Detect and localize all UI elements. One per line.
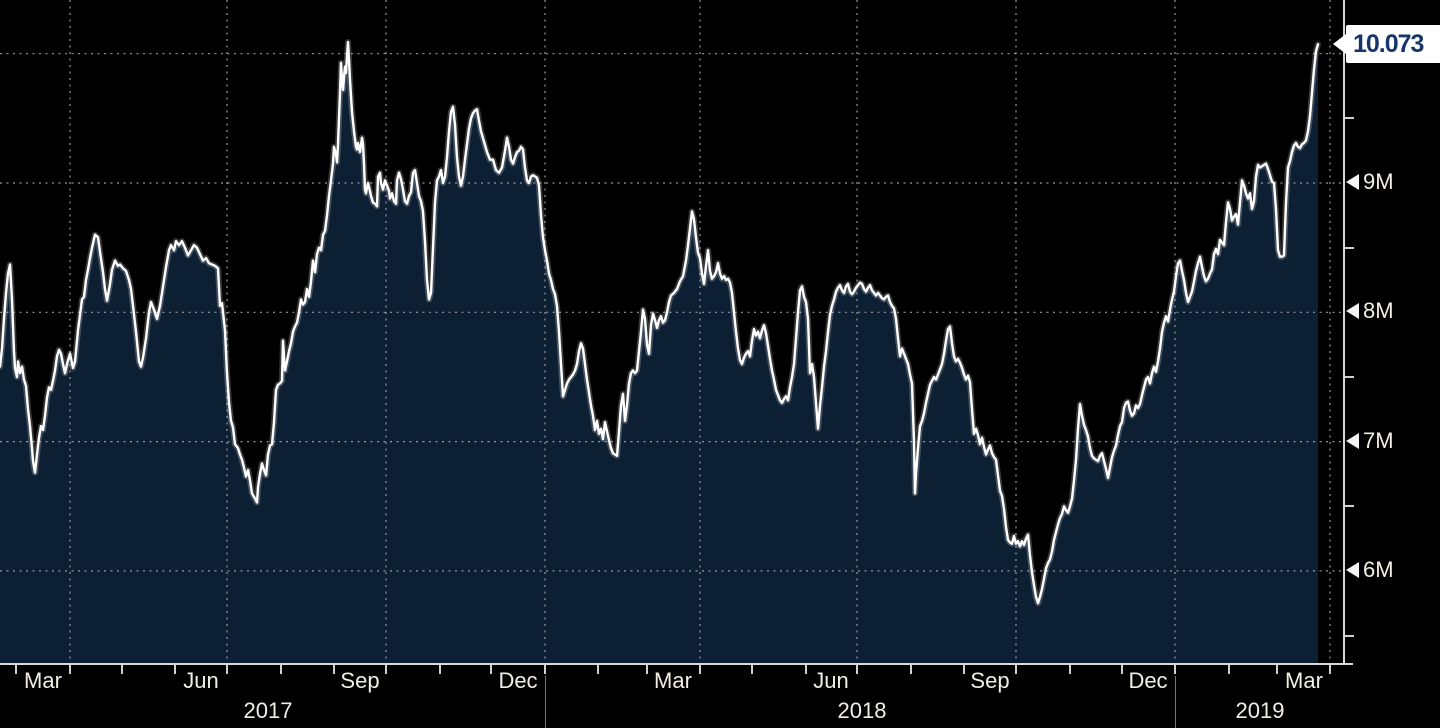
callout-arrow-icon <box>1333 34 1346 55</box>
x-axis-tick <box>1121 665 1123 674</box>
x-axis-tick <box>597 665 599 674</box>
y-axis-line <box>1343 0 1345 665</box>
area-fill <box>0 42 1318 663</box>
x-axis-tick <box>490 665 492 674</box>
x-axis-month-label: Mar <box>654 668 692 693</box>
y-axis-label-text: 8M <box>1363 298 1394 324</box>
y-axis-minor-tick <box>1345 117 1354 120</box>
price-line <box>0 40 1320 605</box>
x-axis-tick <box>1228 665 1230 674</box>
x-axis-tick <box>1174 665 1176 674</box>
axis-pointer-icon <box>1346 303 1359 320</box>
x-axis-month-label: Sep <box>970 668 1010 693</box>
x-axis-tick <box>174 665 176 674</box>
year-separator <box>545 676 546 728</box>
x-axis-tick <box>1069 665 1071 674</box>
x-axis-tick <box>1276 665 1278 674</box>
y-axis-label: 7M <box>1346 427 1394 453</box>
x-axis-tick <box>1015 665 1017 674</box>
x-axis-tick <box>385 665 387 674</box>
x-axis-year-label: 2018 <box>837 698 887 723</box>
x-axis-month-label: Dec <box>498 668 538 693</box>
x-axis-tick <box>699 665 701 674</box>
x-axis-tick <box>544 665 546 674</box>
x-axis-line <box>0 663 1353 665</box>
axis-pointer-icon <box>1346 432 1359 449</box>
x-axis-tick <box>910 665 912 674</box>
x-axis-tick <box>226 665 228 674</box>
last-price-callout: 10.073 <box>1333 25 1440 64</box>
y-axis-minor-tick <box>1345 505 1354 508</box>
axis-pointer-icon <box>1346 174 1359 190</box>
x-axis-tick <box>280 665 282 674</box>
y-axis-minor-tick <box>1345 634 1354 637</box>
x-axis-month-label: Jun <box>183 668 219 693</box>
x-axis-tick <box>1329 665 1331 674</box>
x-axis-tick <box>805 665 807 674</box>
y-axis-minor-tick <box>1345 375 1354 378</box>
y-axis-minor-tick <box>1345 246 1354 249</box>
x-axis-tick <box>963 665 965 674</box>
x-axis-month-label: Mar <box>1285 668 1323 693</box>
x-axis-tick <box>751 665 753 674</box>
axis-pointer-icon <box>1346 561 1359 578</box>
y-axis-label: 6M <box>1346 556 1394 582</box>
x-axis-month-label: Jun <box>813 668 849 693</box>
year-separator <box>1175 676 1176 728</box>
y-axis-label-text: 9M <box>1363 169 1394 194</box>
y-axis-label: 8M <box>1346 300 1394 322</box>
x-axis-month-label: Dec <box>1128 668 1168 693</box>
price-chart-canvas[interactable] <box>0 0 1343 663</box>
x-axis-year-label: 2019 <box>1235 698 1285 723</box>
x-axis-tick <box>856 665 858 674</box>
x-axis-tick <box>439 665 441 674</box>
y-axis-label-text: 6M <box>1363 556 1394 582</box>
x-axis-tick <box>646 665 648 674</box>
x-axis-month-label: Sep <box>340 668 380 693</box>
x-axis-year-label: 2017 <box>243 698 293 723</box>
y-axis-label-text: 7M <box>1363 427 1394 453</box>
x-axis-month-label: Mar <box>24 668 62 693</box>
y-axis-label: 9M <box>1346 171 1394 193</box>
x-axis-tick <box>15 665 17 674</box>
x-axis-tick <box>333 665 335 674</box>
x-axis-tick <box>69 665 71 674</box>
chart-plot-area[interactable] <box>0 0 1343 663</box>
x-axis-tick <box>121 665 123 674</box>
last-price-value: 10.073 <box>1346 25 1440 64</box>
